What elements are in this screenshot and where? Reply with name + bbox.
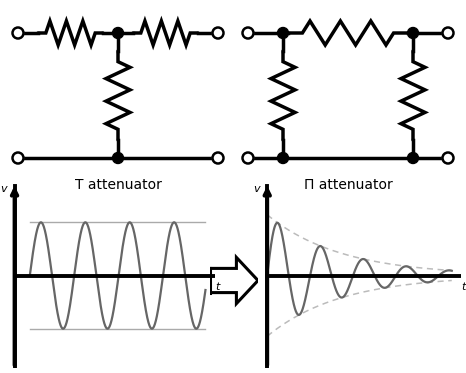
Circle shape — [13, 153, 23, 163]
Circle shape — [112, 153, 123, 163]
Circle shape — [407, 153, 418, 163]
Circle shape — [212, 28, 224, 38]
Circle shape — [242, 153, 254, 163]
Circle shape — [443, 28, 453, 38]
Circle shape — [277, 153, 288, 163]
Circle shape — [112, 28, 123, 38]
Text: T attenuator: T attenuator — [75, 178, 161, 192]
Circle shape — [443, 153, 453, 163]
Circle shape — [212, 153, 224, 163]
Circle shape — [407, 28, 418, 38]
Circle shape — [277, 28, 288, 38]
Text: Π attenuator: Π attenuator — [304, 178, 392, 192]
Circle shape — [242, 28, 254, 38]
Text: v: v — [0, 184, 7, 194]
Text: t: t — [215, 282, 219, 292]
Circle shape — [13, 28, 23, 38]
Text: v: v — [253, 184, 260, 194]
Text: t: t — [461, 282, 466, 292]
